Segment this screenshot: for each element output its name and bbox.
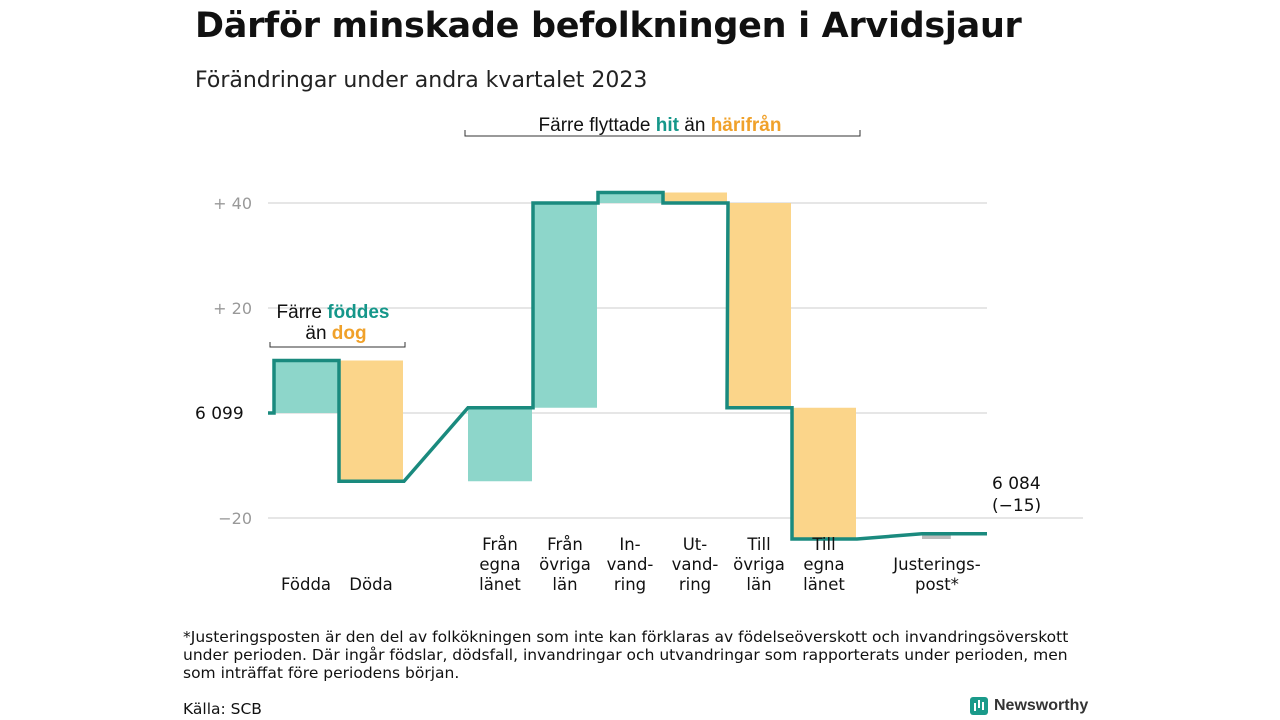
category-label-line: Från [547, 535, 583, 554]
y-tick-label: + 20 [213, 299, 252, 318]
category-label: Till egna länet [803, 535, 845, 594]
newsworthy-logo-icon [970, 697, 988, 715]
chart-subtitle: Förändringar under andra kvartalet 2023 [195, 68, 648, 93]
category-label-line: Döda [349, 575, 392, 594]
category-label: Från övriga län [539, 535, 591, 594]
waterfall-bar [598, 192, 662, 203]
category-label-line: egna [479, 555, 520, 574]
annotation-highlight-hit: hit [656, 115, 680, 136]
annotation-births-line2: än dog [305, 323, 366, 344]
category-label: Justerings-post* [892, 555, 980, 594]
waterfall-bar [274, 360, 338, 413]
running-total-line [268, 190, 987, 541]
category-label-line: vand- [607, 555, 654, 574]
waterfall-bar [727, 203, 791, 408]
category-label-line: Till [811, 535, 835, 554]
category-label-line: län [746, 575, 771, 594]
category-label: In-vand-ring [607, 535, 654, 594]
category-label: Till övriga län [733, 535, 785, 594]
category-label: Födda [281, 575, 331, 594]
category-label-line: länet [479, 575, 521, 594]
category-label-line: Från [482, 535, 518, 554]
y-tick-label: + 40 [213, 194, 252, 213]
category-label: Döda [349, 575, 392, 594]
y-tick-label: −20 [218, 509, 252, 528]
annotation-text: än [679, 115, 711, 136]
annotation-bracket [269, 342, 406, 348]
annotation-births-line1: Färre föddes [277, 302, 390, 323]
category-label: Ut-vand-ring [672, 535, 719, 594]
footnote: *Justeringsposten är den del av folkökni… [183, 628, 1069, 682]
annotation-text: Färre flyttade [539, 115, 656, 136]
category-label-line: Till [746, 535, 770, 554]
annotation-highlight-harifran: härifrån [711, 115, 782, 136]
brand-name: Newsworthy [994, 697, 1089, 714]
end-value-label: 6 084 [992, 474, 1041, 494]
annotation-moves: Färre flyttade hit än härifrån [539, 115, 782, 136]
category-label-line: Ut- [683, 535, 708, 554]
chart-title: Därför minskade befolkningen i Arvidsjau… [195, 6, 1022, 46]
category-label-line: post* [915, 575, 959, 594]
waterfall-bar [533, 203, 597, 408]
category-label-line: övriga [733, 555, 785, 574]
end-change-label: (−15) [992, 496, 1041, 516]
category-label-line: Justerings- [892, 555, 980, 574]
waterfall-bar [468, 407, 532, 482]
category-label-line: vand- [672, 555, 719, 574]
waterfall-bar [663, 192, 727, 203]
category-label-line: egna [803, 555, 844, 574]
waterfall-bar [922, 533, 951, 539]
category-label: Från egna länet [479, 535, 521, 594]
annotation-highlight-hit: föddes [327, 302, 389, 323]
annotation-bracket [464, 130, 861, 137]
category-label-line: ring [614, 575, 646, 594]
waterfall-bar [792, 407, 856, 539]
base-value-label: 6 099 [195, 404, 244, 424]
category-label-line: länet [803, 575, 845, 594]
category-label-line: In- [619, 535, 640, 554]
brand: Newsworthy [970, 697, 1088, 715]
annotation-text: Färre [277, 302, 328, 323]
category-label-line: ring [679, 575, 711, 594]
category-label-line: län [552, 575, 577, 594]
category-label-line: övriga [539, 555, 591, 574]
source-note: Källa: SCB [183, 700, 262, 718]
annotation-text: än [305, 323, 331, 344]
category-label-line: Födda [281, 575, 331, 594]
waterfall-bar [339, 360, 403, 482]
annotation-highlight-harifran: dog [332, 323, 367, 344]
